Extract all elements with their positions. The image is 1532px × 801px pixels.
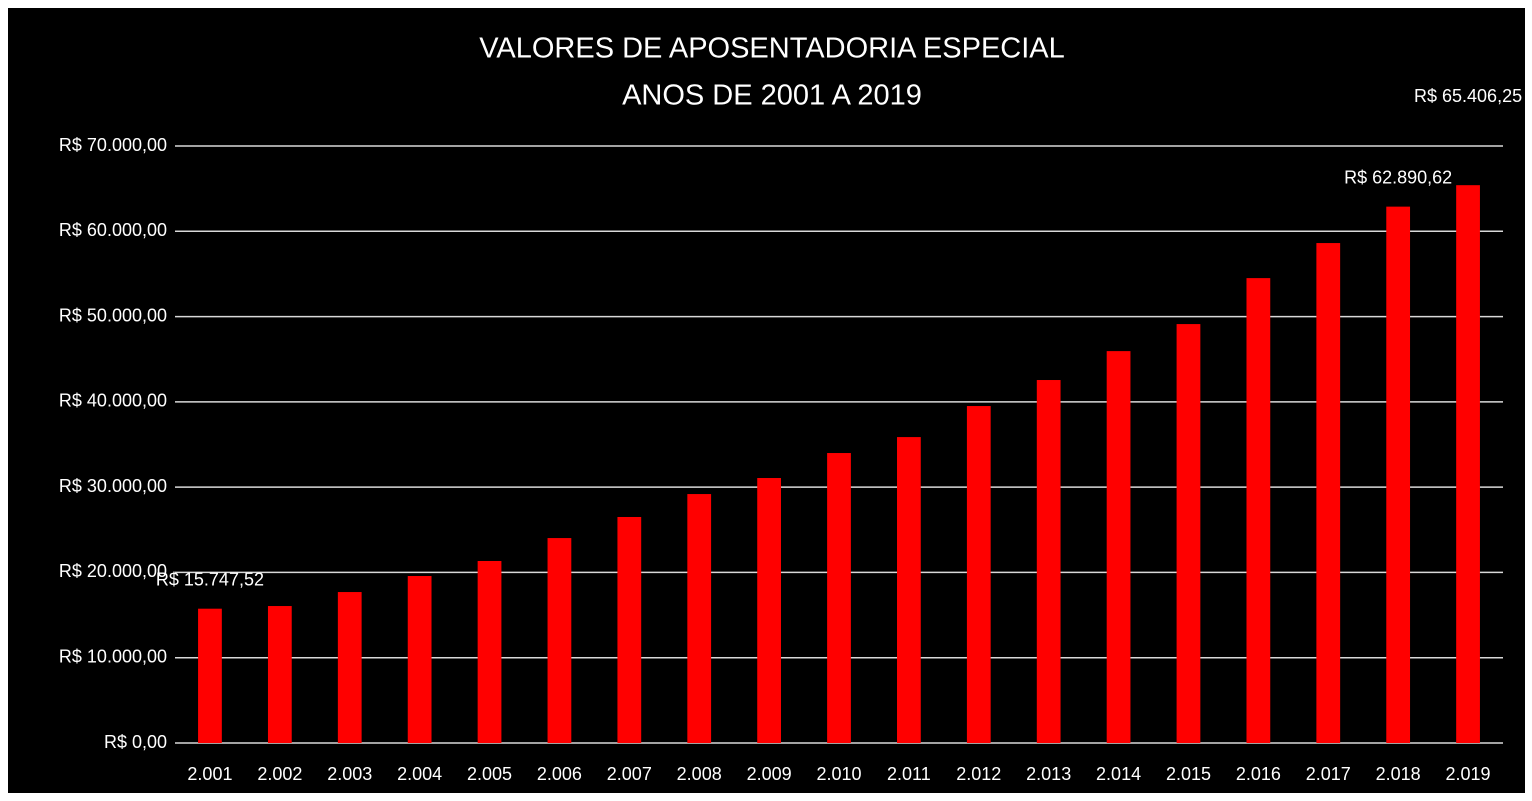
bar <box>1176 324 1201 743</box>
bar <box>1316 243 1341 743</box>
x-tick-label: 2.005 <box>467 764 512 784</box>
bar <box>1456 185 1480 744</box>
bar <box>407 576 432 743</box>
bar <box>1036 380 1061 743</box>
x-tick-label: 2.017 <box>1306 764 1351 784</box>
bar <box>337 592 362 743</box>
bar <box>897 437 921 743</box>
y-tick-label: R$ 0,00 <box>104 732 167 752</box>
x-tick-label: 2.018 <box>1376 764 1421 784</box>
chart-title: VALORES DE APOSENTADORIA ESPECIAL <box>479 33 1065 65</box>
chart-subtitle: ANOS DE 2001 A 2019 <box>622 80 922 112</box>
bar <box>966 406 991 743</box>
y-tick-label: R$ 30.000,00 <box>59 476 167 496</box>
x-tick-label: 2.009 <box>747 764 792 784</box>
data-label: R$ 15.747,52 <box>156 569 264 589</box>
bar <box>1246 278 1271 743</box>
bar <box>267 606 292 743</box>
x-tick-label: 2.014 <box>1096 764 1141 784</box>
bar <box>687 494 712 743</box>
bar <box>757 478 781 743</box>
data-label: R$ 62.890,62 <box>1344 167 1452 187</box>
x-tick-label: 2.008 <box>677 764 722 784</box>
bar <box>1106 351 1131 743</box>
data-label: R$ 65.406,25 <box>1414 86 1522 106</box>
y-tick-label: R$ 20.000,00 <box>59 561 167 581</box>
x-tick-label: 2.012 <box>956 764 1001 784</box>
bar <box>827 453 851 743</box>
x-tick-label: 2.003 <box>327 764 372 784</box>
y-tick-label: R$ 10.000,00 <box>59 646 167 666</box>
bar <box>1386 206 1411 743</box>
x-tick-label: 2.015 <box>1166 764 1211 784</box>
x-tick-label: 2.001 <box>187 764 232 784</box>
bar <box>547 538 572 743</box>
y-tick-label: R$ 70.000,00 <box>59 135 167 155</box>
x-tick-label: 2.013 <box>1026 764 1071 784</box>
x-tick-label: 2.016 <box>1236 764 1281 784</box>
y-tick-label: R$ 50.000,00 <box>59 305 167 325</box>
bar <box>198 608 222 743</box>
x-tick-label: 2.019 <box>1446 764 1491 784</box>
x-tick-label: 2.007 <box>607 764 652 784</box>
y-tick-label: R$ 40.000,00 <box>59 391 167 411</box>
x-tick-label: 2.004 <box>397 764 442 784</box>
bar <box>617 516 642 743</box>
x-tick-label: 2.002 <box>257 764 302 784</box>
y-tick-label: R$ 60.000,00 <box>59 220 167 240</box>
bar <box>477 561 502 743</box>
x-tick-label: 2.011 <box>887 764 931 784</box>
x-tick-label: 2.010 <box>816 764 861 784</box>
x-tick-label: 2.006 <box>537 764 582 784</box>
